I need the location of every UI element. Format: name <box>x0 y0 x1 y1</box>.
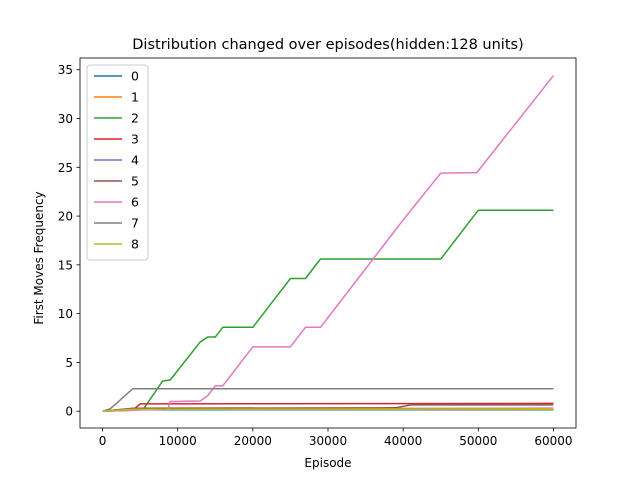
plot-area <box>79 57 577 429</box>
x-tick-label: 10000 <box>159 434 197 448</box>
legend-label-1: 1 <box>131 90 139 105</box>
legend-label-3: 3 <box>131 132 139 147</box>
x-tick-label: 30000 <box>309 434 347 448</box>
legend-label-7: 7 <box>131 216 139 231</box>
y-tick-label: 15 <box>58 258 73 272</box>
legend-box <box>86 64 149 261</box>
y-tick-label: 30 <box>58 112 73 126</box>
series-line-2 <box>102 209 554 412</box>
legend-label-4: 4 <box>131 153 139 168</box>
x-tick-label: 50000 <box>459 434 497 448</box>
x-tick-label: 60000 <box>534 434 572 448</box>
x-tick-label: 40000 <box>384 434 422 448</box>
y-axis-ticks: 0 5 10 15 20 25 30 35 <box>58 63 80 419</box>
y-tick-label: 10 <box>58 307 73 321</box>
chart-title: Distribution changed over episodes(hidde… <box>132 37 523 53</box>
y-tick-label: 5 <box>65 356 73 370</box>
legend: 0 1 2 3 4 5 6 7 8 <box>86 64 149 261</box>
x-tick-label: 0 <box>99 434 107 448</box>
x-axis-ticks: 0 10000 20000 30000 40000 50000 60000 <box>99 428 573 448</box>
y-tick-label: 20 <box>58 210 73 224</box>
series-line-8 <box>102 408 554 412</box>
legend-label-6: 6 <box>131 195 139 210</box>
legend-label-0: 0 <box>131 69 139 84</box>
x-tick-label: 20000 <box>234 434 272 448</box>
legend-label-5: 5 <box>131 174 139 189</box>
y-axis-label: First Moves Frequency <box>32 191 46 324</box>
series-line-7 <box>102 388 554 412</box>
legend-label-2: 2 <box>131 111 139 126</box>
y-tick-label: 0 <box>65 405 73 419</box>
series-line-6 <box>102 75 555 412</box>
y-tick-label: 35 <box>58 63 73 77</box>
x-axis-label: Episode <box>304 456 351 470</box>
y-tick-label: 25 <box>58 161 73 175</box>
legend-label-8: 8 <box>131 237 139 252</box>
